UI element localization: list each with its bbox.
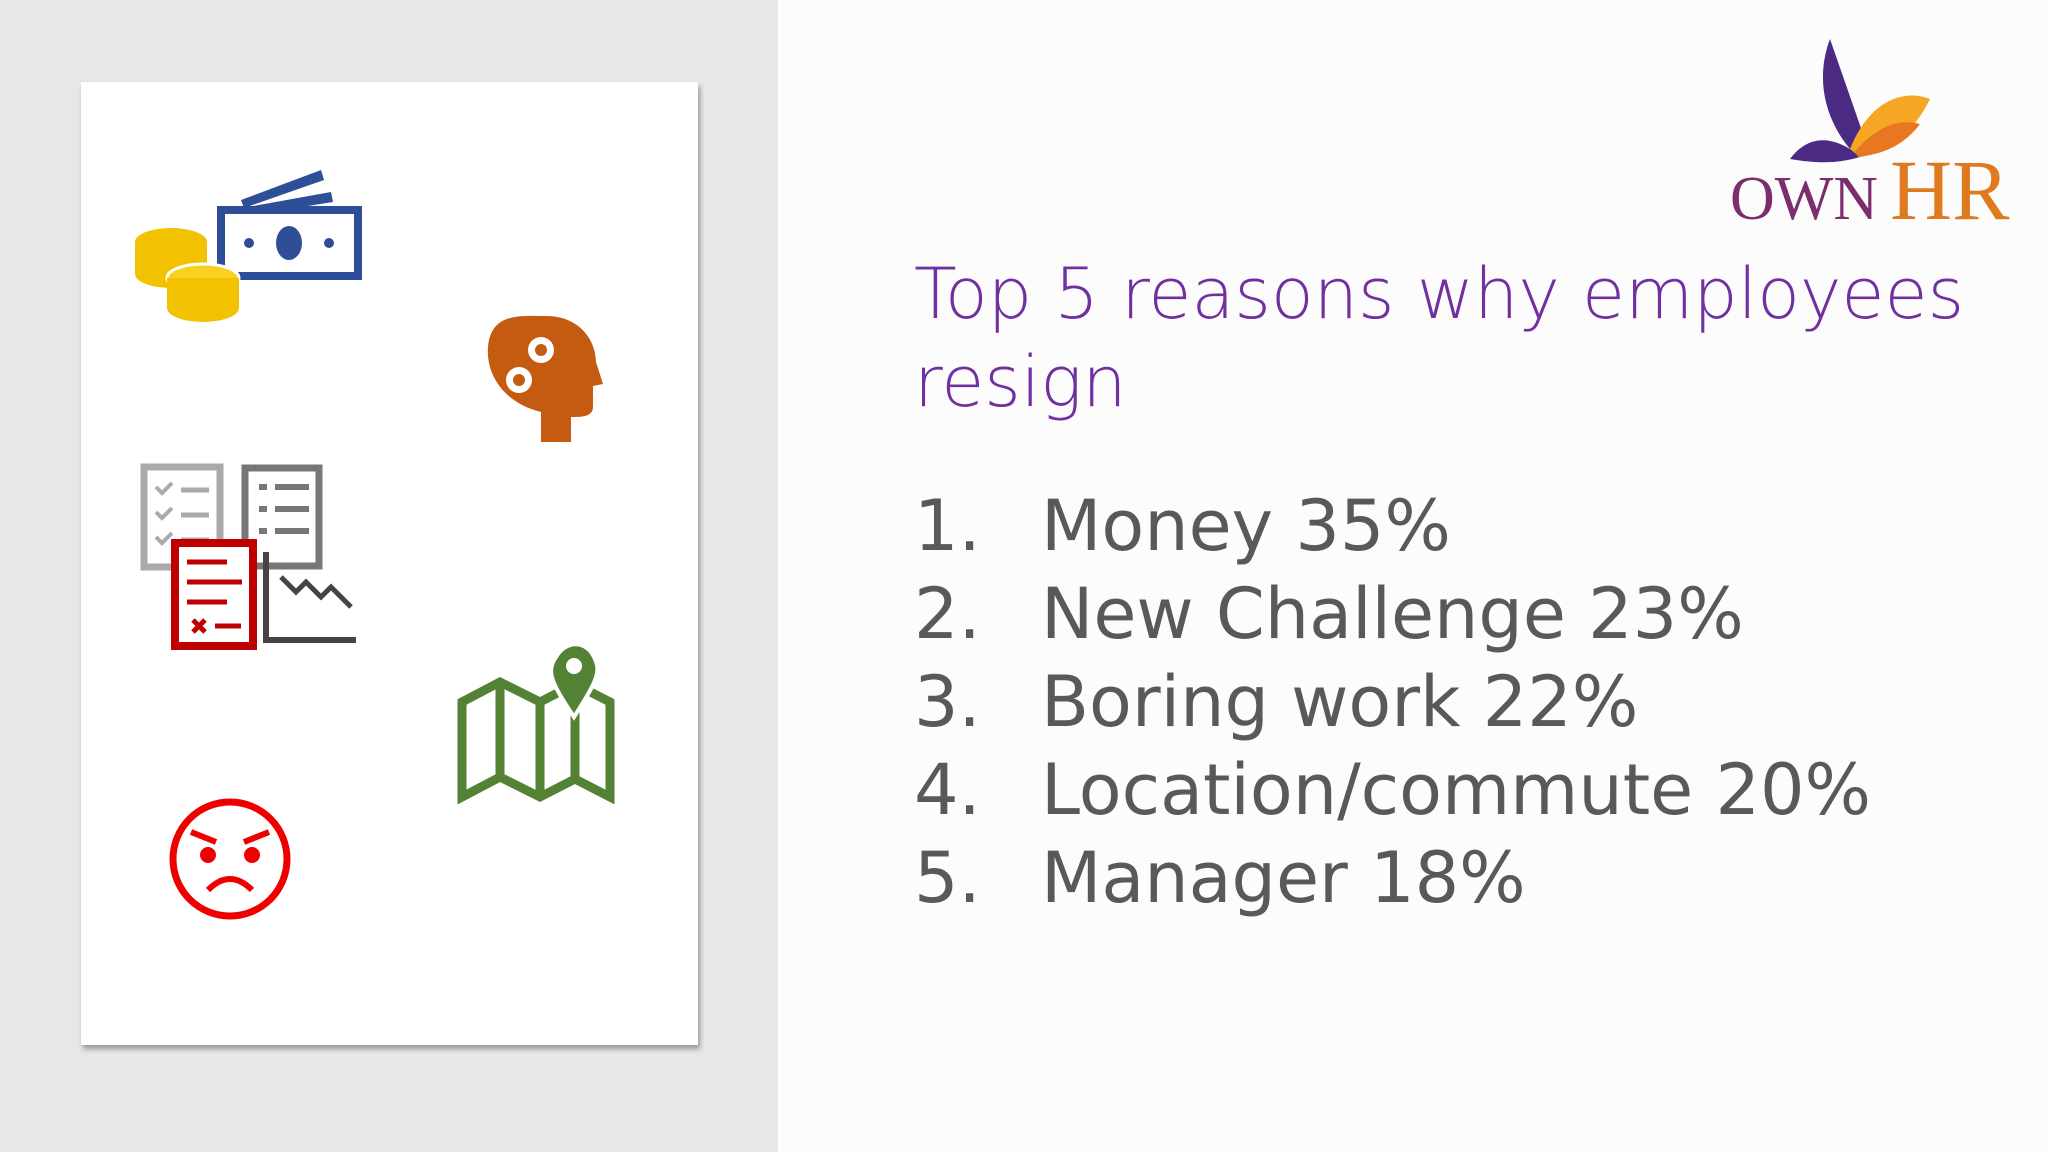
angry-face-icon [169, 798, 291, 920]
logo-hr: HR [1890, 142, 2010, 229]
reason-item: 2. New Challenge 23% [914, 570, 1871, 658]
reason-number: 1. [914, 485, 981, 567]
reason-list: 1. Money 35% 2. New Challenge 23% 3. Boring w… [914, 482, 1871, 922]
slide-title: Top 5 reasons why employees resign [914, 253, 1965, 423]
head-icon [487, 315, 603, 442]
reason-item: 3. Boring work 22% [914, 658, 1871, 746]
reason-number: 2. [914, 573, 981, 655]
reason-item: 1. Money 35% [914, 482, 1871, 570]
icon-card [81, 82, 698, 1045]
reason-text: Boring work 22% [1041, 661, 1639, 743]
reason-text: Location/commute 20% [1041, 749, 1872, 831]
icons [135, 170, 615, 920]
documents-icon [140, 463, 356, 650]
reason-item: 4. Location/commute 20% [914, 746, 1871, 834]
reason-number: 5. [914, 837, 981, 919]
reason-item: 5. Manager 18% [914, 834, 1871, 922]
map-icon [457, 642, 615, 805]
reason-text: New Challenge 23% [1041, 573, 1744, 655]
reason-text: Money 35% [1041, 485, 1451, 567]
reason-text: Manager 18% [1041, 837, 1526, 919]
logo-own: OWN [1730, 165, 1878, 229]
reason-number: 3. [914, 661, 981, 743]
money-icon [135, 170, 362, 322]
reason-number: 4. [914, 749, 981, 831]
logo: OWN HR [1730, 39, 2010, 229]
